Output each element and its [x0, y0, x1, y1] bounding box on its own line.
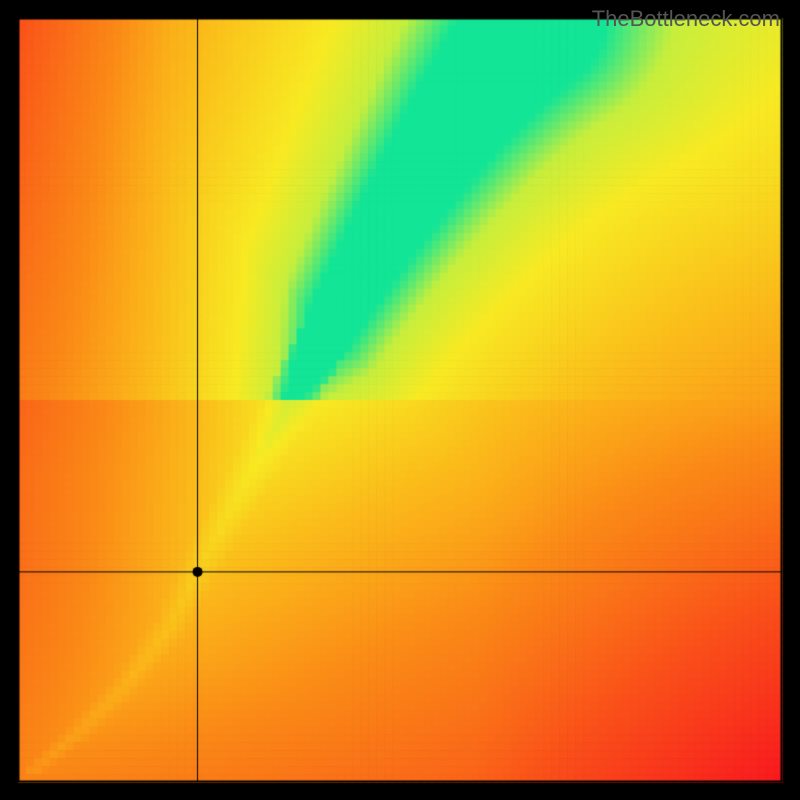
watermark-text: TheBottleneck.com [592, 6, 780, 32]
bottleneck-heatmap [0, 0, 800, 800]
chart-container: TheBottleneck.com [0, 0, 800, 800]
